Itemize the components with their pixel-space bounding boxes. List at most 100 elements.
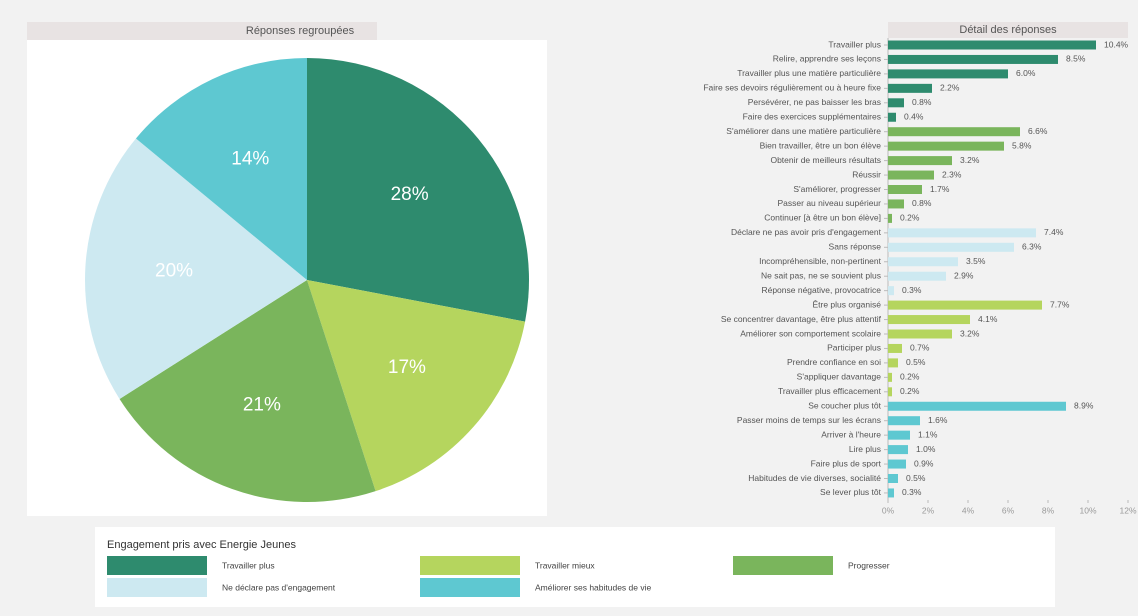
y-tick-label: Réponse négative, provocatrice (761, 285, 881, 295)
y-tick-label: Habitudes de vie diverses, socialité (748, 473, 881, 483)
value-label: 3.5% (966, 256, 986, 266)
legend-label: Améliorer ses habitudes de vie (535, 582, 652, 592)
bar (888, 69, 1008, 79)
bar (888, 156, 952, 166)
y-tick-label: Travailler plus (828, 39, 881, 49)
bar (888, 199, 904, 209)
value-label: 0.2% (900, 213, 920, 223)
bar (888, 257, 958, 267)
value-label: 3.2% (960, 328, 980, 338)
bar (888, 40, 1096, 50)
x-tick-label: 8% (1042, 505, 1055, 515)
value-label: 6.3% (1022, 242, 1042, 252)
bar (888, 170, 934, 180)
y-tick-label: Obtenir de meilleurs résultats (770, 155, 881, 165)
bar (888, 300, 1042, 310)
bar (888, 98, 904, 108)
y-tick-label: Relire, apprendre ses leçons (773, 54, 881, 64)
y-tick-label: S'améliorer dans une matière particulièr… (726, 126, 881, 136)
bar (888, 228, 1036, 238)
value-label: 0.2% (900, 372, 920, 382)
bar (888, 430, 910, 440)
value-label: 0.5% (906, 473, 926, 483)
pie-slice (307, 58, 529, 322)
legend-label: Progresser (848, 560, 890, 570)
bar (888, 401, 1066, 411)
value-label: 0.5% (906, 357, 926, 367)
bar (888, 213, 892, 223)
bar (888, 358, 898, 368)
pie-slice (135, 58, 307, 280)
legend-panel (95, 527, 1055, 607)
bar (888, 112, 896, 122)
pie-header (27, 22, 377, 40)
bar (888, 127, 1020, 137)
value-label: 1.6% (928, 415, 948, 425)
bar (888, 315, 970, 325)
y-tick-label: Réussir (852, 169, 881, 179)
slice-label: 14% (231, 148, 269, 169)
y-tick-label: Déclare ne pas avoir pris d'engagement (731, 227, 882, 237)
value-label: 7.7% (1050, 299, 1070, 309)
y-tick-label: Faire ses devoirs régulièrement ou à heu… (703, 83, 881, 93)
value-label: 0.8% (912, 198, 932, 208)
slice-label: 20% (155, 261, 193, 282)
bar (888, 445, 908, 455)
value-label: 6.0% (1016, 68, 1036, 78)
x-tick-label: 2% (922, 505, 935, 515)
value-label: 8.9% (1074, 401, 1094, 411)
value-label: 8.5% (1066, 54, 1086, 64)
pie-slice (307, 280, 526, 492)
value-label: 0.3% (902, 487, 922, 497)
bar (888, 488, 894, 498)
slice-label: 21% (243, 394, 281, 415)
bar (888, 83, 932, 93)
x-tick-label: 0% (882, 505, 895, 515)
bar-title: Détail des réponses (959, 24, 1057, 36)
value-label: 0.3% (902, 285, 922, 295)
bar (888, 141, 1004, 151)
legend-label: Travailler plus (222, 560, 275, 570)
value-label: 0.2% (900, 386, 920, 396)
y-tick-label: Persévérer, ne pas baisser les bras (748, 97, 881, 107)
value-label: 0.7% (910, 343, 930, 353)
pie-title: Réponses regroupées (246, 25, 355, 37)
y-tick-label: S'améliorer, progresser (793, 184, 881, 194)
bar-header (888, 22, 1128, 38)
y-tick-label: Arriver à l'heure (821, 429, 881, 439)
bar (888, 387, 892, 397)
legend-label: Ne déclare pas d'engagement (222, 582, 336, 592)
value-label: 1.1% (918, 429, 938, 439)
y-tick-label: Sans réponse (829, 242, 882, 252)
x-tick-label: 4% (962, 505, 975, 515)
y-tick-label: Ne sait pas, ne se souvient plus (761, 270, 881, 280)
value-label: 5.8% (1012, 140, 1032, 150)
value-label: 3.2% (960, 155, 980, 165)
y-tick-label: Continuer [à être un bon élève] (764, 213, 881, 223)
y-tick-label: Faire plus de sport (811, 458, 882, 468)
bar (888, 416, 920, 426)
x-tick-label: 10% (1079, 505, 1096, 515)
value-label: 0.9% (914, 458, 934, 468)
bar (888, 271, 946, 281)
value-label: 2.2% (940, 83, 960, 93)
value-label: 1.0% (916, 444, 936, 454)
bar (888, 329, 952, 339)
value-label: 0.8% (912, 97, 932, 107)
y-tick-label: Participer plus (827, 343, 881, 353)
value-label: 7.4% (1044, 227, 1064, 237)
pie-slice (119, 280, 376, 502)
y-tick-label: Être plus organisé (812, 299, 881, 309)
legend-label: Travailler mieux (535, 560, 595, 570)
y-tick-label: Passer moins de temps sur les écrans (737, 415, 881, 425)
legend-swatch (733, 556, 833, 575)
y-tick-label: Travailler plus une matière particulière (737, 68, 881, 78)
x-tick-label: 6% (1002, 505, 1015, 515)
value-label: 10.4% (1104, 39, 1129, 49)
y-tick-label: Se concentrer davantage, être plus atten… (721, 314, 882, 324)
legend-swatch (107, 556, 207, 575)
y-tick-label: Travailler plus efficacement (778, 386, 882, 396)
bar (888, 242, 1014, 252)
slice-label: 28% (391, 184, 429, 205)
